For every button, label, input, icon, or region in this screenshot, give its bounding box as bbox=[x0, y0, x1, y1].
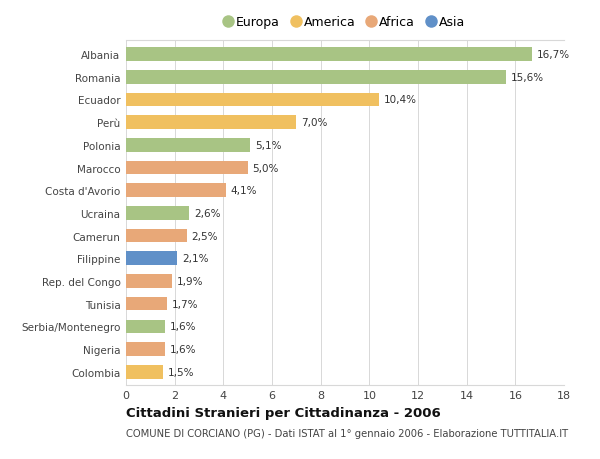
Bar bbox=[126, 342, 165, 356]
Text: 16,7%: 16,7% bbox=[537, 50, 571, 60]
Bar bbox=[126, 71, 506, 84]
Bar bbox=[126, 139, 250, 152]
Text: COMUNE DI CORCIANO (PG) - Dati ISTAT al 1° gennaio 2006 - Elaborazione TUTTITALI: COMUNE DI CORCIANO (PG) - Dati ISTAT al … bbox=[126, 428, 568, 438]
Bar bbox=[126, 297, 167, 311]
Text: 5,0%: 5,0% bbox=[253, 163, 279, 173]
Text: 1,6%: 1,6% bbox=[170, 344, 196, 354]
Bar bbox=[126, 320, 165, 334]
Text: Cittadini Stranieri per Cittadinanza - 2006: Cittadini Stranieri per Cittadinanza - 2… bbox=[126, 406, 441, 419]
Bar bbox=[126, 184, 226, 197]
Text: 2,6%: 2,6% bbox=[194, 208, 221, 218]
Bar bbox=[126, 252, 177, 265]
Text: 1,7%: 1,7% bbox=[172, 299, 199, 309]
Bar bbox=[126, 365, 163, 379]
Text: 2,1%: 2,1% bbox=[182, 254, 208, 264]
Text: 4,1%: 4,1% bbox=[230, 186, 257, 196]
Bar bbox=[126, 162, 248, 175]
Text: 10,4%: 10,4% bbox=[384, 95, 417, 105]
Text: 5,1%: 5,1% bbox=[255, 140, 281, 151]
Bar bbox=[126, 116, 296, 129]
Bar bbox=[126, 48, 532, 62]
Bar bbox=[126, 207, 189, 220]
Bar bbox=[126, 230, 187, 243]
Text: 2,5%: 2,5% bbox=[192, 231, 218, 241]
Text: 1,6%: 1,6% bbox=[170, 322, 196, 332]
Text: 15,6%: 15,6% bbox=[511, 73, 544, 83]
Text: 1,9%: 1,9% bbox=[177, 276, 203, 286]
Bar bbox=[126, 274, 172, 288]
Legend: Europa, America, Africa, Asia: Europa, America, Africa, Asia bbox=[223, 14, 467, 32]
Bar bbox=[126, 93, 379, 107]
Text: 1,5%: 1,5% bbox=[167, 367, 194, 377]
Text: 7,0%: 7,0% bbox=[301, 118, 328, 128]
